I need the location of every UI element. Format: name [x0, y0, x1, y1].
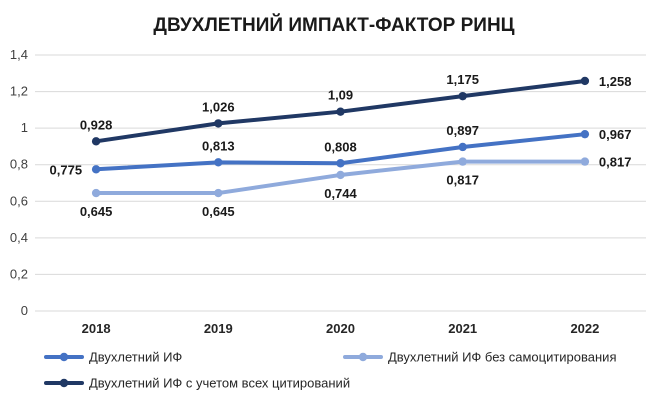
legend: Двухлетний ИФ Двухлетний ИФ без самоцитир… — [44, 350, 616, 391]
data-point — [91, 188, 101, 198]
data-point — [580, 76, 590, 86]
x-tick-label: 2021 — [448, 321, 477, 336]
legend-label: Двухлетний ИФ без самоцитирования — [388, 350, 616, 365]
data-point — [336, 170, 345, 180]
x-tick-label: 2020 — [326, 321, 355, 336]
legend-marker — [358, 352, 368, 362]
y-tick-label: 0,6 — [10, 193, 28, 208]
data-point — [214, 158, 223, 167]
series-lines — [91, 76, 590, 198]
y-tick-label: 1,4 — [10, 47, 28, 62]
y-tick-label: 0,2 — [10, 266, 28, 281]
y-tick-label: 0 — [21, 303, 28, 318]
data-label: 0,897 — [446, 123, 479, 138]
x-axis: 2018 2019 2020 2021 2022 — [82, 321, 600, 336]
data-label: 0,775 — [50, 162, 83, 177]
data-label: 0,817 — [446, 173, 479, 188]
data-point — [458, 91, 467, 101]
x-tick-label: 2022 — [570, 321, 599, 336]
data-label: 0,645 — [80, 204, 113, 219]
data-point — [214, 119, 223, 128]
data-label: 0,817 — [599, 155, 632, 170]
x-tick-label: 2019 — [204, 321, 233, 336]
legend-marker — [59, 352, 69, 362]
data-label: 1,09 — [328, 88, 353, 103]
data-point — [91, 165, 101, 174]
data-point — [336, 107, 345, 116]
y-tick-label: 1 — [21, 120, 28, 135]
y-axis: 0 0,2 0,4 0,6 0,8 1 1,2 1,4 — [10, 47, 28, 318]
data-point — [336, 159, 345, 168]
y-tick-label: 1,2 — [10, 84, 28, 99]
y-tick-label: 0,8 — [10, 157, 28, 172]
data-point — [580, 157, 590, 166]
data-point — [458, 142, 467, 152]
data-label: 1,175 — [446, 72, 479, 87]
data-label: 0,967 — [599, 127, 632, 142]
data-point — [91, 137, 101, 146]
legend-label: Двухлетний ИФ — [89, 350, 182, 365]
data-label: 0,744 — [324, 186, 357, 201]
y-tick-label: 0,4 — [10, 230, 28, 245]
data-label: 0,813 — [202, 138, 235, 153]
data-point — [580, 129, 590, 139]
data-point — [458, 157, 467, 166]
data-label: 0,645 — [202, 204, 235, 219]
x-tick-label: 2018 — [82, 321, 111, 336]
legend-marker — [59, 378, 69, 388]
data-label: 0,928 — [80, 117, 113, 132]
data-labels: 0,775 0,813 0,808 0,897 0,967 0,645 0,645 0,744… — [50, 72, 632, 219]
data-label: 1,258 — [599, 74, 632, 89]
legend-label: Двухлетний ИФ с учетом всех цитирований — [89, 376, 350, 391]
chart-title: ДВУХЛЕТНИЙ ИМПАКТ-ФАКТОР РИНЦ — [153, 14, 514, 36]
data-label: 0,808 — [324, 139, 357, 154]
data-point — [214, 188, 223, 198]
data-label: 1,026 — [202, 99, 235, 114]
